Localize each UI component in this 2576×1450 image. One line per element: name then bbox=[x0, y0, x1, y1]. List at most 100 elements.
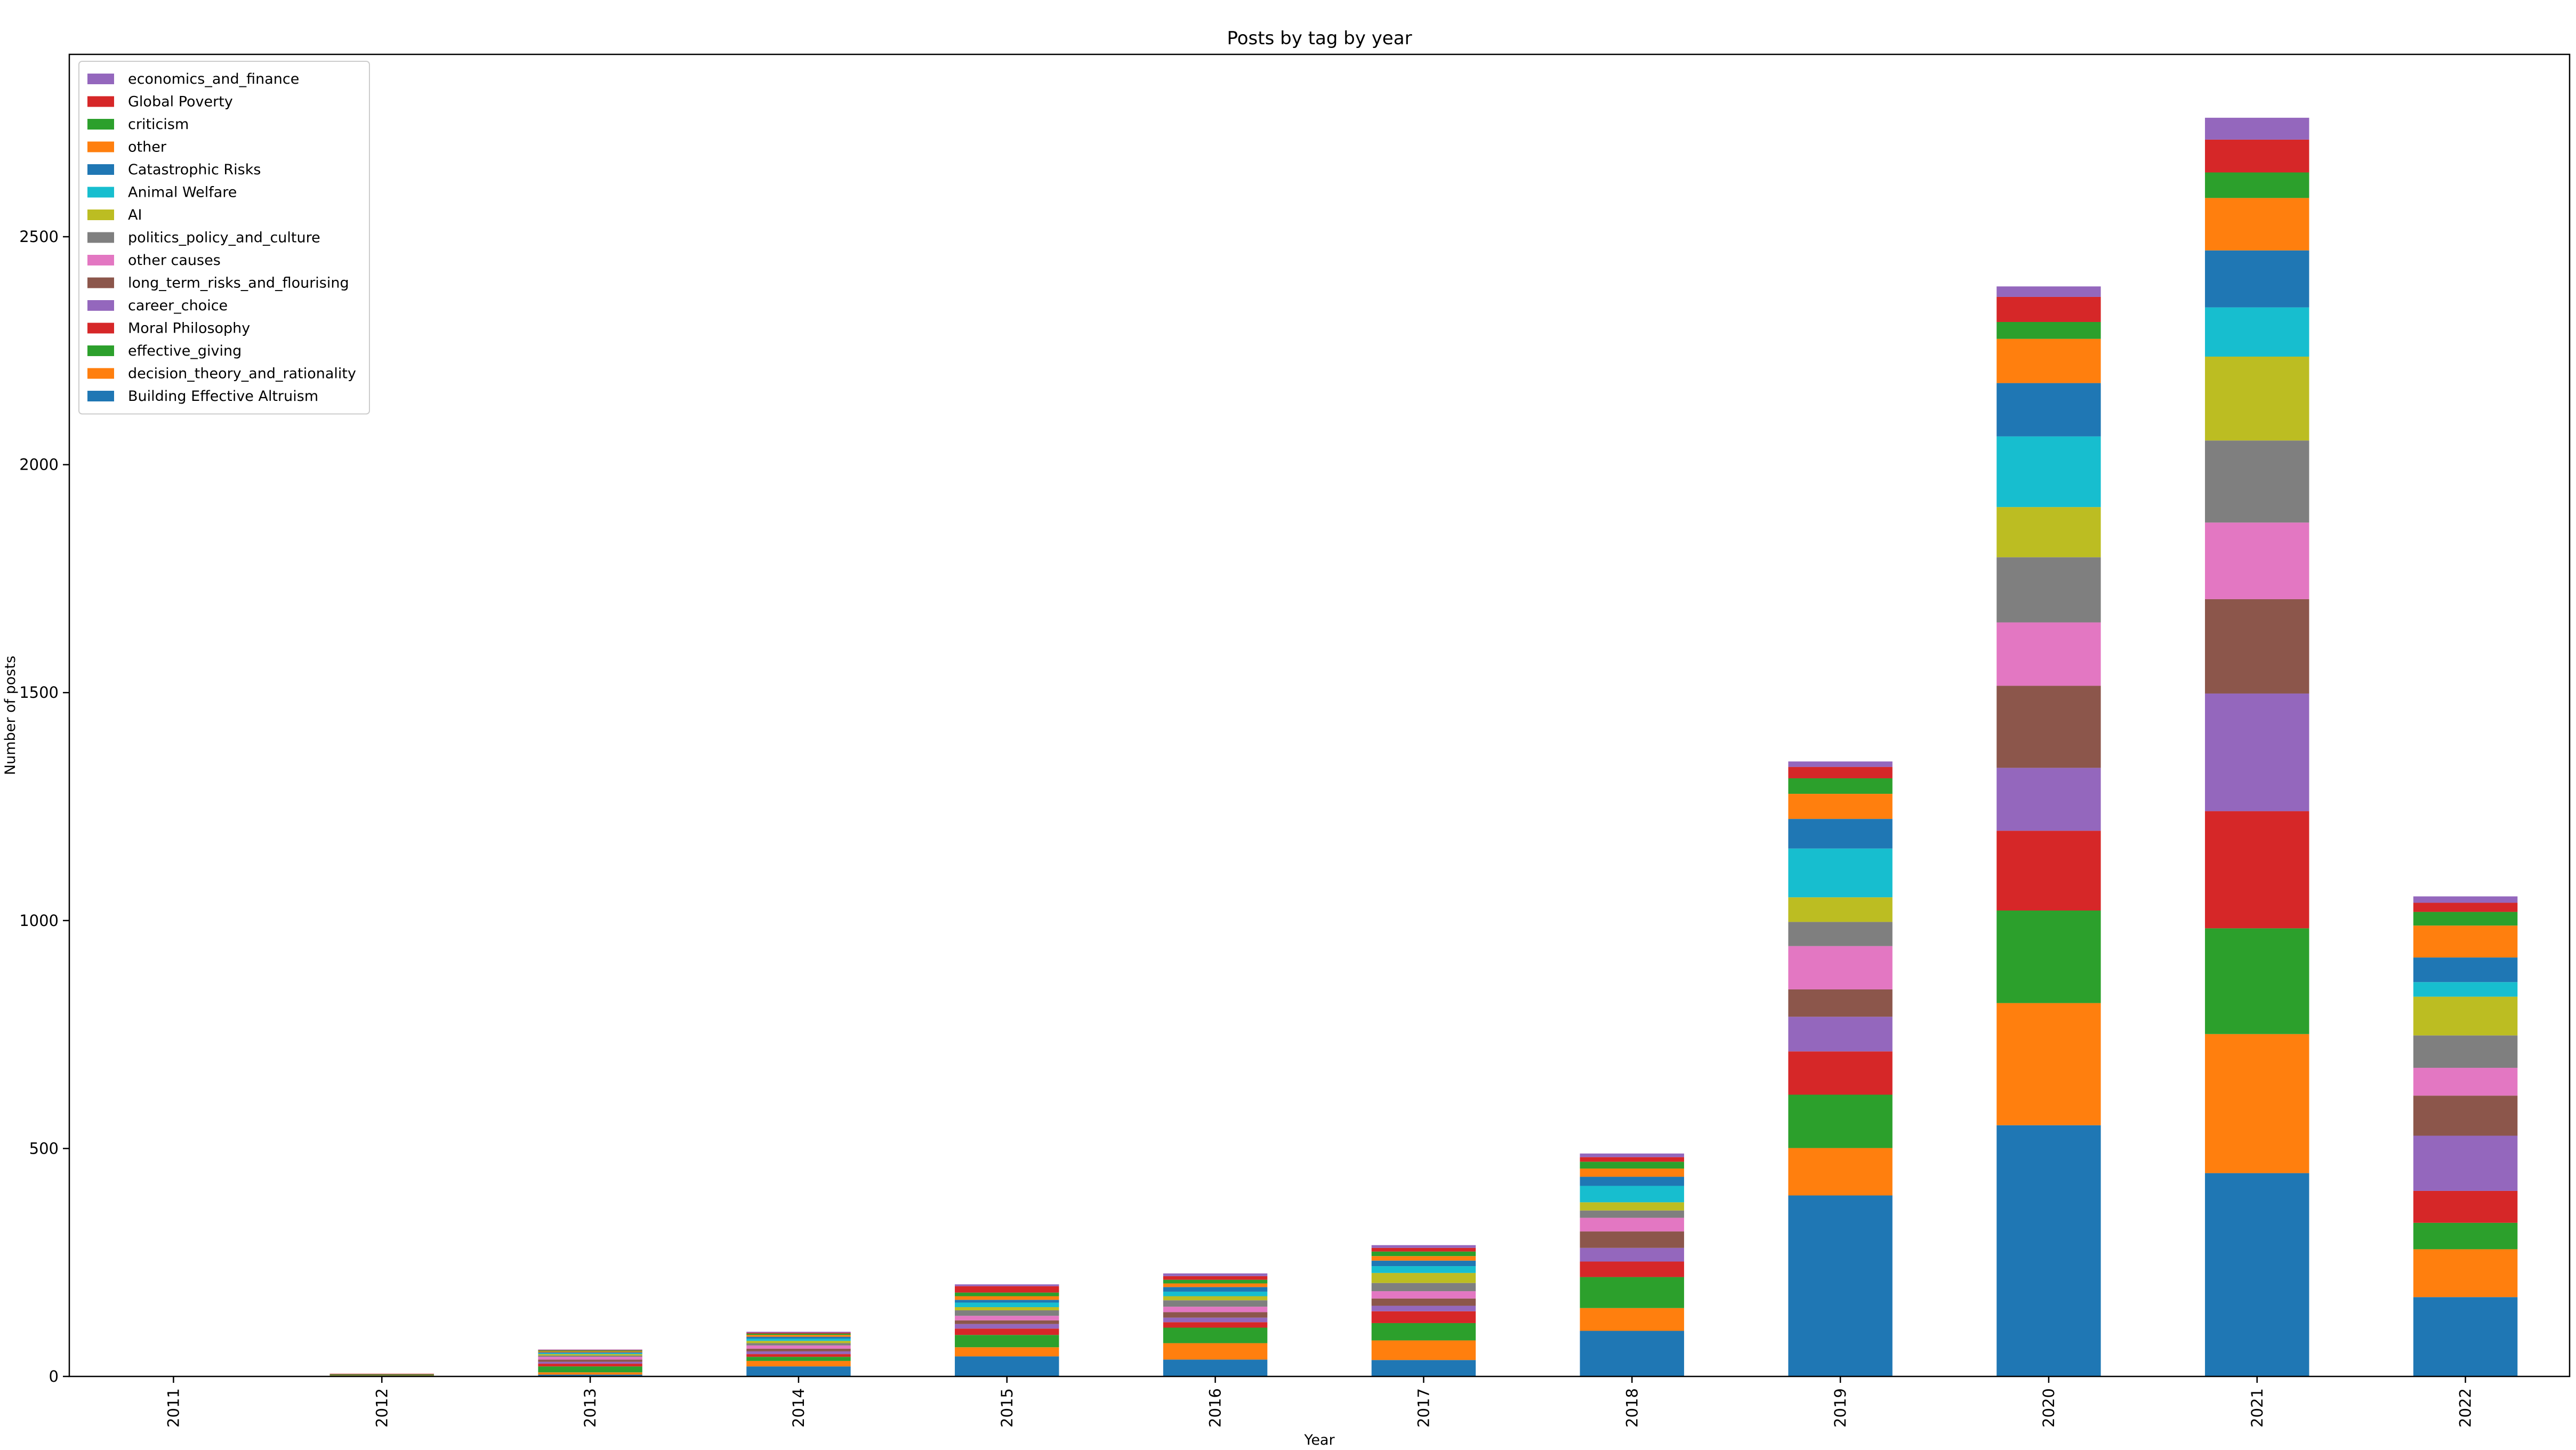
bar-segment-2022-7 bbox=[2413, 1035, 2518, 1068]
bar-segment-2019-0 bbox=[1788, 1195, 1893, 1376]
legend-swatch-2 bbox=[87, 119, 114, 130]
bar-segment-2021-0 bbox=[2205, 1173, 2309, 1376]
bar-segment-2019-14 bbox=[1788, 761, 1893, 767]
y-tick-label-0: 0 bbox=[49, 1367, 59, 1385]
legend-swatch-11 bbox=[87, 323, 114, 334]
legend-label-3: other bbox=[128, 139, 167, 156]
bar-segment-2014-14 bbox=[746, 1332, 851, 1333]
bar-segment-2016-14 bbox=[1163, 1273, 1268, 1276]
legend-label-5: Animal Welfare bbox=[128, 184, 237, 201]
legend-label-6: AI bbox=[128, 207, 142, 223]
bar-segment-2013-11 bbox=[538, 1351, 642, 1352]
bar-segment-2012-1 bbox=[329, 1375, 434, 1376]
legend-swatch-4 bbox=[87, 164, 114, 175]
bar-segment-2021-13 bbox=[2205, 139, 2309, 173]
y-tick-label-5: 2500 bbox=[19, 228, 59, 246]
x-tick-label-2017: 2017 bbox=[1414, 1388, 1432, 1428]
x-tick-label-2020: 2020 bbox=[2040, 1388, 2058, 1428]
bar-segment-2015-8 bbox=[955, 1307, 1059, 1310]
bar-segment-2014-10 bbox=[746, 1336, 851, 1339]
bar-segment-2022-11 bbox=[2413, 925, 2518, 958]
bar-segment-2014-11 bbox=[746, 1335, 851, 1337]
bar-segment-2018-7 bbox=[1580, 1210, 1684, 1218]
legend-swatch-0 bbox=[87, 74, 114, 84]
bar-segment-2016-8 bbox=[1163, 1296, 1268, 1301]
bar-segment-2017-0 bbox=[1371, 1360, 1476, 1376]
legend-label-4: Catastrophic Risks bbox=[128, 162, 261, 178]
bar-segment-2018-3 bbox=[1580, 1261, 1684, 1277]
bar-segment-2022-5 bbox=[2413, 1095, 2518, 1136]
legend-swatch-1 bbox=[87, 96, 114, 107]
bar-segment-2013-8 bbox=[538, 1354, 642, 1356]
bar-segment-2019-2 bbox=[1788, 1094, 1893, 1148]
bar-segment-2021-1 bbox=[2205, 1034, 2309, 1173]
bar-segment-2018-5 bbox=[1580, 1231, 1684, 1248]
bar-segment-2022-8 bbox=[2413, 996, 2518, 1036]
bar-segment-2014-5 bbox=[746, 1348, 851, 1351]
bar-segment-2021-7 bbox=[2205, 440, 2309, 523]
bar-segment-2014-12 bbox=[746, 1333, 851, 1335]
bar-segment-2017-9 bbox=[1371, 1266, 1476, 1273]
bar-segment-2017-7 bbox=[1371, 1283, 1476, 1292]
bar-segment-2013-5 bbox=[538, 1359, 642, 1362]
bar-segment-2022-14 bbox=[2413, 896, 2518, 903]
bar-segment-2018-1 bbox=[1580, 1308, 1684, 1331]
bar-segment-2015-9 bbox=[955, 1302, 1059, 1308]
x-tick-label-2019: 2019 bbox=[1831, 1388, 1849, 1428]
bar-segment-2019-11 bbox=[1788, 794, 1893, 819]
bar-segment-2014-4 bbox=[746, 1351, 851, 1355]
x-axis: 2011 2012 2013 2014 2015 2016 2017 2018 2019 2020… bbox=[164, 1376, 2475, 1428]
legend-swatch-14 bbox=[87, 391, 114, 401]
legend-swatch-3 bbox=[87, 141, 114, 152]
bar-segment-2017-5 bbox=[1371, 1298, 1476, 1306]
legend-swatch-9 bbox=[87, 277, 114, 288]
bar-segment-2015-2 bbox=[955, 1335, 1059, 1348]
legend-label-11: Moral Philosophy bbox=[128, 320, 250, 337]
x-tick-label-2018: 2018 bbox=[1623, 1388, 1641, 1428]
bar-segment-2022-3 bbox=[2413, 1190, 2518, 1223]
bar-segment-2022-2 bbox=[2413, 1222, 2518, 1250]
bar-segment-2021-11 bbox=[2205, 198, 2309, 251]
legend-swatch-13 bbox=[87, 368, 114, 379]
bar-segment-2020-7 bbox=[1997, 557, 2101, 623]
bar-segment-2013-2 bbox=[538, 1366, 642, 1373]
bar-segment-2019-9 bbox=[1788, 848, 1893, 898]
bar-segment-2020-10 bbox=[1997, 383, 2101, 437]
bar-segment-2017-14 bbox=[1371, 1245, 1476, 1248]
bar-segment-2018-12 bbox=[1580, 1162, 1684, 1169]
legend-label-0: economics_and_finance bbox=[128, 71, 299, 87]
bar-segment-2018-10 bbox=[1580, 1177, 1684, 1186]
legend-label-9: long_term_risks_and_flourising bbox=[128, 275, 349, 292]
bar-segment-2014-0 bbox=[746, 1366, 851, 1376]
bar-segment-2022-10 bbox=[2413, 957, 2518, 982]
bar-segment-2018-0 bbox=[1580, 1331, 1684, 1376]
x-tick-label-2022: 2022 bbox=[2457, 1388, 2475, 1428]
bar-segment-2017-13 bbox=[1371, 1247, 1476, 1252]
bar-segment-2020-13 bbox=[1997, 296, 2101, 322]
bar-segment-2013-6 bbox=[538, 1357, 642, 1360]
x-axis-label: Year bbox=[1303, 1432, 1335, 1448]
bar-segment-2019-4 bbox=[1788, 1017, 1893, 1052]
bar-segment-2017-2 bbox=[1371, 1323, 1476, 1341]
legend-label-1: Global Poverty bbox=[128, 94, 233, 110]
legend-label-10: career_choice bbox=[128, 297, 228, 314]
bar-segment-2016-3 bbox=[1163, 1322, 1268, 1328]
bar-segment-2020-4 bbox=[1997, 768, 2101, 831]
bar-segment-2018-6 bbox=[1580, 1218, 1684, 1232]
bar-segment-2013-10 bbox=[538, 1352, 642, 1354]
y-axis: 0 500 1000 1500 2000 2500 bbox=[19, 228, 69, 1385]
bar-segment-2017-1 bbox=[1371, 1340, 1476, 1360]
bar-segment-2021-6 bbox=[2205, 522, 2309, 599]
bar-segment-2017-4 bbox=[1371, 1306, 1476, 1311]
x-tick-label-2015: 2015 bbox=[998, 1388, 1016, 1428]
bar-segment-2014-7 bbox=[746, 1343, 851, 1346]
bar-segment-2015-13 bbox=[955, 1286, 1059, 1293]
x-tick-label-2011: 2011 bbox=[164, 1388, 182, 1428]
bar-segment-2019-12 bbox=[1788, 778, 1893, 794]
x-tick-label-2016: 2016 bbox=[1206, 1388, 1225, 1428]
bars-group bbox=[329, 117, 2518, 1376]
legend-swatch-6 bbox=[87, 210, 114, 220]
legend: economics_and_finance Global Poverty criti… bbox=[78, 61, 370, 415]
bar-segment-2021-12 bbox=[2205, 172, 2309, 198]
